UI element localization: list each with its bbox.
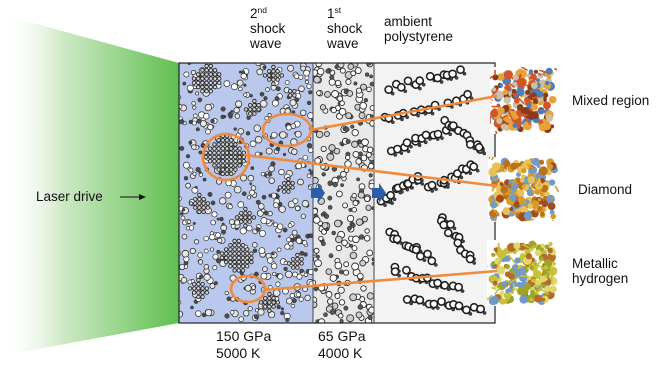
metallic-hydrogen-label: Metallic hydrogen: [572, 256, 628, 286]
diamond-inset-image: [488, 152, 567, 222]
second-shock-wave-label: 2nd shock wave: [250, 6, 285, 51]
second-shock-pressure: 150 GPa: [216, 328, 271, 345]
second-shock-temperature: 5000 K: [216, 345, 271, 362]
first-shock-pressure: 65 GPa: [318, 328, 365, 345]
diamond-label: Diamond: [578, 182, 632, 197]
laser-drive-beam: [0, 14, 179, 356]
first-shock-conditions: 65 GPa 4000 K: [318, 328, 365, 362]
mixed-region-inset-image: [485, 65, 566, 141]
first-shock-temperature: 4000 K: [318, 345, 365, 362]
ambient-polystyrene-label: ambient polystyrene: [384, 14, 453, 44]
mixed-region-label: Mixed region: [572, 93, 649, 108]
second-shock-conditions: 150 GPa 5000 K: [216, 328, 271, 362]
first-shock-wave-label: 1st shock wave: [327, 6, 362, 51]
laser-drive-label: Laser drive: [36, 189, 103, 204]
metallic-hydrogen-inset-image: [477, 240, 558, 306]
